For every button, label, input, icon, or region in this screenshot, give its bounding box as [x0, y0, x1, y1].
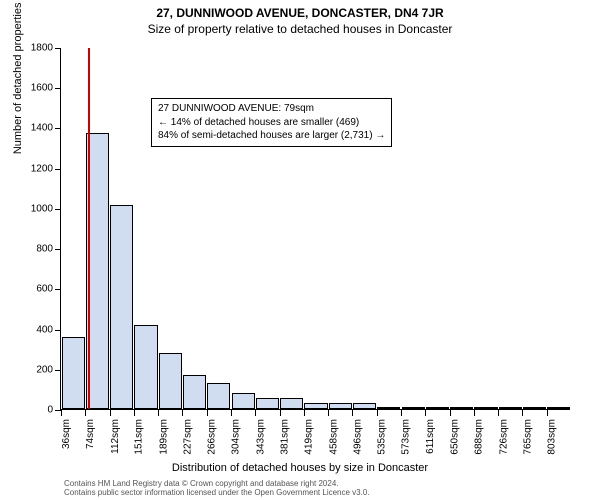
histogram-bar: [280, 398, 303, 409]
histogram-bar: [402, 407, 425, 409]
x-tick-label: 535sqm: [377, 419, 388, 455]
x-tick-label: 112sqm: [110, 419, 121, 454]
y-tick-label: 200: [36, 364, 53, 375]
x-tick-label: 381sqm: [280, 419, 291, 455]
x-tick-label: 688sqm: [474, 419, 485, 455]
histogram-bar: [329, 403, 352, 409]
x-tick-label: 189sqm: [158, 419, 169, 455]
y-tick: [55, 209, 61, 210]
histogram-bar: [304, 403, 327, 409]
attribution-line-1: Contains HM Land Registry data © Crown c…: [64, 479, 370, 489]
histogram-bar: [547, 407, 570, 409]
histogram-bar: [377, 407, 400, 409]
x-tick: [158, 410, 159, 416]
x-tick-label: 765sqm: [522, 419, 533, 455]
histogram-bar: [232, 393, 255, 409]
x-tick: [401, 410, 402, 416]
info-box: 27 DUNNIWOOD AVENUE: 79sqm ← 14% of deta…: [151, 98, 392, 147]
info-line-3: 84% of semi-detached houses are larger (…: [158, 129, 385, 143]
x-tick: [134, 410, 135, 416]
y-tick: [55, 169, 61, 170]
histogram-bar: [523, 407, 546, 409]
histogram-bar: [134, 325, 157, 409]
histogram-bar: [207, 383, 230, 409]
x-tick-label: 611sqm: [425, 419, 436, 454]
x-axis-title: Distribution of detached houses by size …: [0, 462, 600, 474]
x-tick: [231, 410, 232, 416]
histogram-bar: [474, 407, 497, 409]
chart-title-main: 27, DUNNIWOOD AVENUE, DONCASTER, DN4 7JR: [0, 0, 600, 20]
x-tick-label: 74sqm: [85, 419, 96, 449]
x-tick: [547, 410, 548, 416]
x-tick: [328, 410, 329, 416]
x-tick-label: 304sqm: [231, 419, 242, 455]
y-tick-label: 1800: [31, 43, 53, 54]
y-tick-label: 1600: [31, 83, 53, 94]
y-tick: [55, 289, 61, 290]
histogram-bar: [450, 407, 473, 409]
x-tick-label: 343sqm: [255, 419, 266, 455]
histogram-bar: [499, 407, 522, 409]
x-tick: [522, 410, 523, 416]
x-tick-label: 458sqm: [328, 419, 339, 455]
y-axis-title: Number of detached properties: [12, 3, 24, 155]
y-tick: [55, 128, 61, 129]
x-tick: [474, 410, 475, 416]
y-tick: [55, 88, 61, 89]
plot-area: 27 DUNNIWOOD AVENUE: 79sqm ← 14% of deta…: [60, 48, 570, 410]
x-tick: [110, 410, 111, 416]
x-tick: [85, 410, 86, 416]
x-tick: [304, 410, 305, 416]
x-tick-label: 36sqm: [61, 419, 72, 449]
y-tick: [55, 330, 61, 331]
x-tick-label: 266sqm: [207, 419, 218, 455]
histogram-bar: [183, 375, 206, 409]
x-tick-label: 726sqm: [498, 419, 509, 455]
y-tick-label: 0: [47, 405, 53, 416]
x-tick: [377, 410, 378, 416]
x-tick: [280, 410, 281, 416]
x-tick: [255, 410, 256, 416]
chart-title-sub: Size of property relative to detached ho…: [0, 20, 600, 36]
y-tick-label: 1400: [31, 123, 53, 134]
info-line-1: 27 DUNNIWOOD AVENUE: 79sqm: [158, 102, 385, 116]
y-tick-label: 1000: [31, 203, 53, 214]
x-tick-label: 650sqm: [450, 419, 461, 455]
y-tick: [55, 48, 61, 49]
property-marker-line: [88, 48, 90, 409]
y-tick-label: 800: [36, 244, 53, 255]
histogram-bar: [256, 398, 279, 409]
chart-container: 27, DUNNIWOOD AVENUE, DONCASTER, DN4 7JR…: [0, 0, 600, 500]
attribution-line-2: Contains public sector information licen…: [64, 488, 370, 498]
x-tick-label: 803sqm: [547, 419, 558, 455]
histogram-bar: [159, 353, 182, 409]
x-tick: [498, 410, 499, 416]
histogram-bar: [426, 407, 449, 409]
y-tick: [55, 370, 61, 371]
x-tick: [207, 410, 208, 416]
x-tick: [61, 410, 62, 416]
x-tick: [450, 410, 451, 416]
y-tick-label: 1200: [31, 163, 53, 174]
x-tick: [352, 410, 353, 416]
x-tick: [182, 410, 183, 416]
info-line-2: ← 14% of detached houses are smaller (46…: [158, 116, 385, 130]
x-tick-label: 227sqm: [182, 419, 193, 455]
y-tick: [55, 249, 61, 250]
histogram-bar: [110, 205, 133, 409]
x-tick-label: 419sqm: [304, 419, 315, 455]
y-tick-label: 400: [36, 324, 53, 335]
histogram-bar: [62, 337, 85, 409]
x-tick-label: 496sqm: [352, 419, 363, 455]
histogram-bar: [353, 403, 376, 409]
x-tick: [425, 410, 426, 416]
attribution-text: Contains HM Land Registry data © Crown c…: [64, 479, 370, 498]
y-tick-label: 600: [36, 284, 53, 295]
x-tick-label: 573sqm: [401, 419, 412, 455]
x-tick-label: 151sqm: [134, 419, 145, 455]
